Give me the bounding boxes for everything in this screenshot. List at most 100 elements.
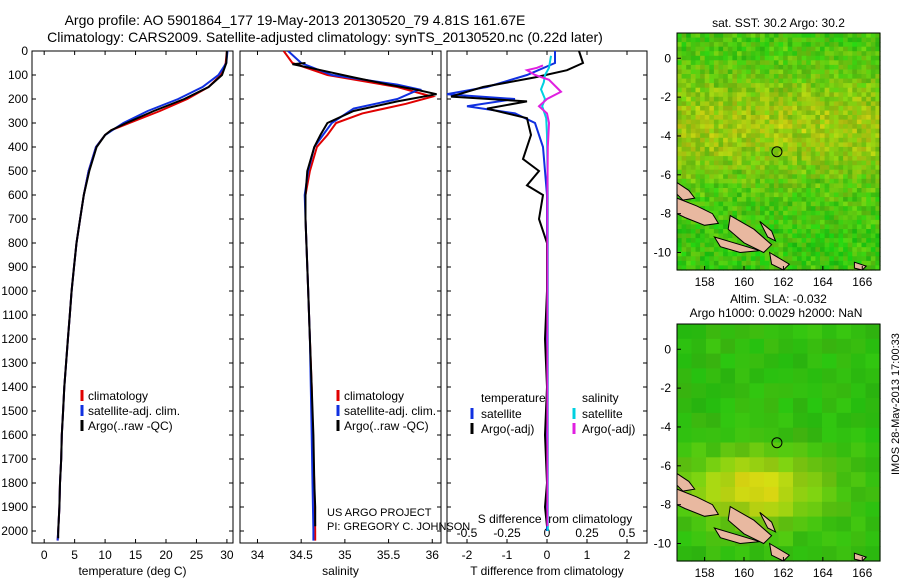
sst-field-cell — [843, 256, 849, 262]
sst-field-cell — [764, 183, 770, 189]
sla-field-cell — [793, 427, 809, 444]
sst-field-cell — [737, 188, 743, 194]
sst-field-cell — [718, 119, 724, 125]
sst-field-cell — [695, 251, 701, 257]
sst-field-cell — [755, 83, 761, 89]
sst-field-cell — [723, 51, 729, 57]
sst-field-cell — [741, 146, 747, 153]
sst-field-cell — [718, 55, 724, 61]
sst-field-cell — [769, 215, 775, 221]
sst-field-cell — [820, 96, 826, 102]
sst-field-cell — [861, 74, 867, 80]
sst-field-cell — [677, 146, 683, 153]
sst-field-cell — [746, 83, 752, 89]
sst-field-cell — [847, 42, 853, 48]
sst-field-cell — [713, 46, 720, 52]
sst-field-cell — [769, 133, 775, 139]
sst-field-cell — [713, 78, 720, 84]
sst-field-cell — [870, 156, 876, 162]
sst-field-cell — [833, 229, 840, 235]
sst-field-cell — [732, 233, 738, 239]
sst-field-cell — [820, 110, 826, 116]
sst-field-cell — [852, 96, 858, 102]
credit-project: US ARGO PROJECT — [327, 507, 432, 519]
sst-field-cell — [875, 37, 881, 43]
sst-field-cell — [797, 201, 803, 207]
sst-field-cell — [843, 105, 849, 112]
sst-field-cell — [870, 242, 876, 248]
sst-field-cell — [861, 165, 867, 171]
sst-field-cell — [773, 51, 780, 57]
sst-x-tick-label: 160 — [734, 275, 754, 289]
difference-x-tick-label: -1 — [502, 548, 513, 562]
sst-field-cell — [847, 210, 853, 216]
sst-field-cell — [773, 128, 780, 134]
sla-field-cell — [749, 398, 765, 414]
sst-field-cell — [709, 160, 715, 166]
sla-field-cell — [749, 472, 765, 488]
sst-field-cell — [852, 197, 858, 203]
sst-field-cell — [750, 151, 756, 157]
sst-field-cell — [810, 165, 816, 171]
sst-field-cell — [870, 105, 876, 112]
sst-field-cell — [787, 42, 793, 48]
sst-field-cell — [787, 92, 793, 98]
sst-field-cell — [764, 78, 770, 84]
sst-field-cell — [833, 192, 840, 198]
sst-field-cell — [723, 219, 729, 226]
sst-field-cell — [801, 210, 807, 216]
sst-field-cell — [833, 215, 840, 221]
sst-field-cell — [824, 110, 830, 116]
sla-field-cell — [706, 338, 722, 355]
sst-field-cell — [704, 64, 710, 71]
sst-field-cell — [700, 160, 706, 166]
sst-field-cell — [760, 206, 766, 212]
sst-field-cell — [718, 92, 724, 98]
sst-field-cell — [769, 83, 775, 89]
sst-field-cell — [750, 64, 756, 71]
sla-field-cell — [836, 531, 852, 547]
sst-field-cell — [700, 251, 706, 257]
sst-field-cell — [833, 51, 840, 57]
sst-field-cell — [870, 178, 876, 184]
sla-float-marker — [771, 437, 783, 449]
sst-field-cell — [856, 119, 863, 125]
sst-field-cell — [801, 115, 807, 121]
sst-field-cell — [815, 206, 821, 212]
sst-field-cell — [700, 137, 706, 143]
sst-field-cell — [695, 83, 701, 89]
sst-field-cell — [709, 133, 715, 139]
sst-field-cell — [875, 260, 881, 267]
sst-field-cell — [704, 229, 710, 235]
sst-field-cell — [852, 60, 858, 66]
sst-field-cell — [852, 174, 858, 180]
sla-field-cell — [720, 472, 736, 488]
sst-field-cell — [870, 37, 876, 43]
sst-field-cell — [723, 178, 729, 184]
sst-field-cell — [760, 101, 766, 107]
sst-field-cell — [829, 55, 835, 61]
sst-field-cell — [833, 87, 840, 93]
sst-field-cell — [824, 128, 830, 134]
sst-field-cell — [686, 233, 692, 239]
sst-field-cell — [843, 124, 849, 130]
sst-field-cell — [732, 105, 738, 112]
sla-field-cell — [822, 368, 838, 384]
sst-field-cell — [718, 78, 724, 84]
sst-field-cell — [718, 110, 724, 116]
sst-field-cell — [861, 251, 867, 257]
sst-field-cell — [778, 115, 784, 121]
sst-field-cell — [677, 242, 683, 248]
sst-field-cell — [700, 242, 706, 248]
sst-field-cell — [861, 247, 867, 253]
sst-field-cell — [690, 188, 696, 194]
sst-field-cell — [866, 46, 872, 52]
sst-field-cell — [820, 174, 826, 180]
sst-field-cell — [847, 37, 853, 43]
sst-field-cell — [718, 169, 724, 175]
sst-field-cell — [829, 192, 835, 198]
sst-field-cell — [852, 188, 858, 194]
sst-field-cell — [700, 256, 706, 262]
sst-field-cell — [843, 219, 849, 226]
